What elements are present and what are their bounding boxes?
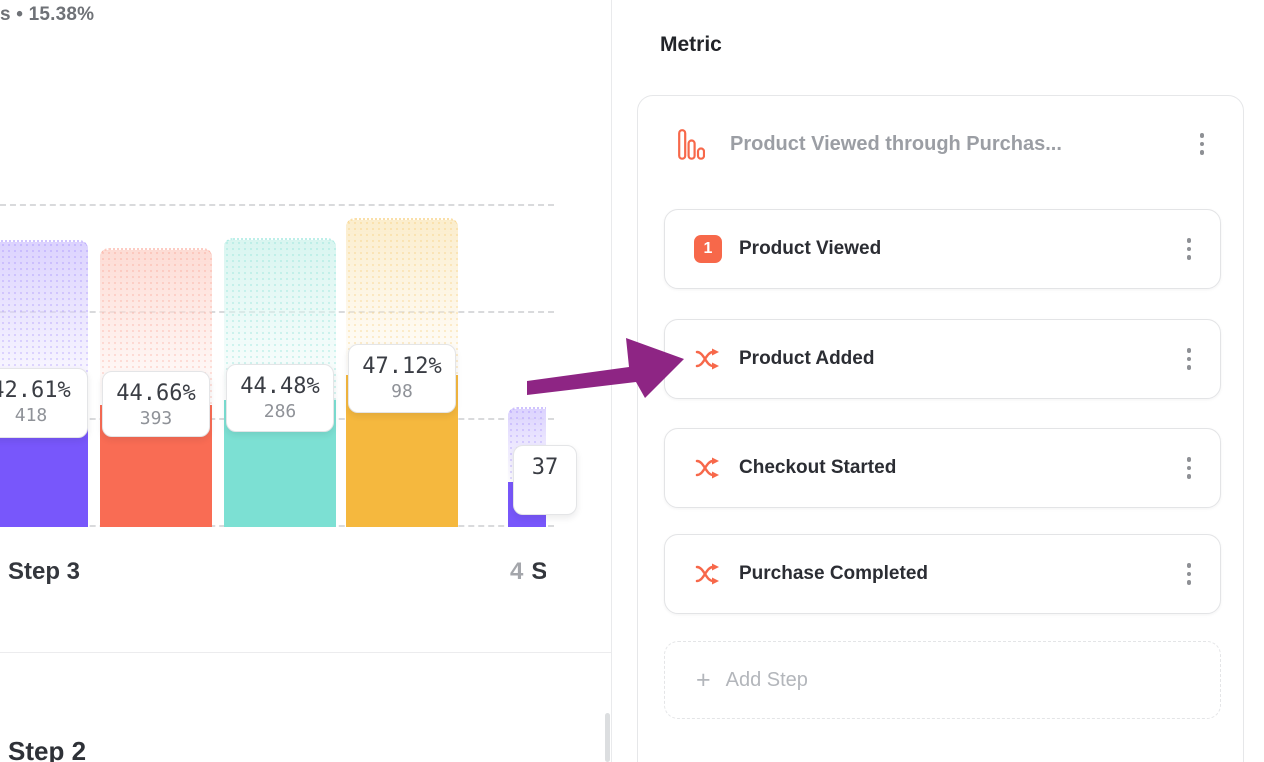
shuffle-icon <box>695 457 719 479</box>
add-step-label: Add Step <box>725 668 808 691</box>
metric-panel: Metric Product Viewed through Purchas...… <box>612 0 1264 762</box>
bar-value-label: 47.12% 98 <box>348 344 456 413</box>
step-number-badge: 1 <box>694 235 722 263</box>
axis-label-text: Step 4 <box>531 558 546 585</box>
bar-value-label: 44.48% 286 <box>226 364 334 432</box>
metric-card-header[interactable]: Product Viewed through Purchas... <box>638 96 1243 192</box>
funnel-chart-panel: s • 15.38% <box>0 0 612 762</box>
bar-pct: 37 <box>531 455 559 480</box>
bar-count: 98 <box>391 381 413 402</box>
bar-count: 418 <box>14 405 48 426</box>
shuffle-icon <box>695 348 719 370</box>
step-menu-button[interactable] <box>1175 457 1203 479</box>
bar-count: 286 <box>263 401 297 422</box>
step-label: Product Viewed <box>739 238 882 259</box>
funnel-step-row-checkout-started[interactable]: Checkout Started <box>664 428 1221 508</box>
conversion-summary-stat: s • 15.38% <box>0 4 95 25</box>
metric-panel-title: Metric <box>660 33 722 56</box>
shuffle-icon <box>695 563 719 585</box>
vertical-scrollbar-thumb[interactable] <box>605 713 610 762</box>
bar-pct: 44.48% <box>240 374 320 399</box>
metric-card: Product Viewed through Purchas... 1 Prod… <box>637 95 1244 762</box>
gridline <box>0 204 554 206</box>
section-heading-step-2: Step 2 <box>8 736 87 762</box>
bar-chart-icon <box>678 128 705 160</box>
step-label: Purchase Completed <box>739 563 928 584</box>
axis-label-step-3: Step 3 <box>8 558 80 586</box>
bar-count: 393 <box>139 408 173 429</box>
add-step-button[interactable]: + Add Step <box>664 641 1221 719</box>
plus-icon: + <box>696 665 711 694</box>
funnel-step-row-purchase-completed[interactable]: Purchase Completed <box>664 534 1221 614</box>
funnel-step-row-product-viewed[interactable]: 1 Product Viewed <box>664 209 1221 289</box>
bar-pct: 47.12% <box>362 354 442 379</box>
bar-pct: 42.61% <box>0 378 71 403</box>
axis-label-step-4: 4 Step 4 <box>510 558 546 590</box>
axis-label-index: 4 <box>510 558 524 585</box>
step-label: Product Added <box>739 348 875 369</box>
bar-value-label: 37 <box>513 445 577 515</box>
step-menu-button[interactable] <box>1175 563 1203 585</box>
step-menu-button[interactable] <box>1175 348 1203 370</box>
step-label: Checkout Started <box>739 457 897 478</box>
bar-value-label: 44.66% 393 <box>102 371 210 437</box>
metric-name[interactable]: Product Viewed through Purchas... <box>730 132 1062 155</box>
axis-label-text: Step 3 <box>8 558 81 585</box>
funnel-step-row-product-added[interactable]: Product Added <box>664 319 1221 399</box>
section-divider <box>0 652 611 653</box>
metric-menu-button[interactable] <box>1188 133 1216 155</box>
bar-value-label: 42.61% 418 <box>0 368 88 438</box>
step-menu-button[interactable] <box>1175 238 1203 260</box>
bar-pct: 44.66% <box>116 381 196 406</box>
funnel-plot-area <box>0 90 546 527</box>
